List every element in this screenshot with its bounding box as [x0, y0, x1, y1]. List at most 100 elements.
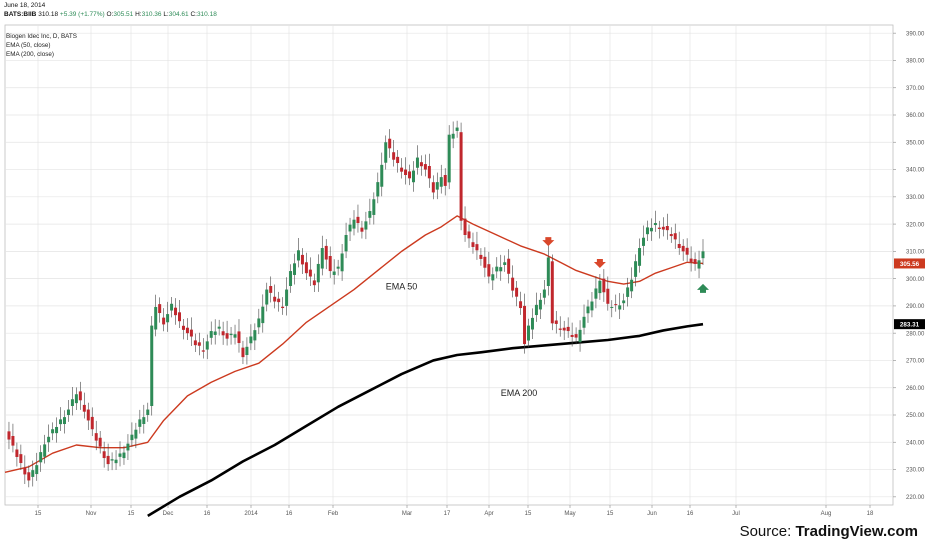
candle-body [261, 306, 265, 324]
candle-body [519, 301, 523, 309]
candle-body [245, 346, 249, 355]
candle-body [257, 318, 261, 328]
candle-body [138, 419, 142, 427]
candle-body [626, 287, 630, 297]
candle-body [166, 314, 170, 323]
candle-body [638, 248, 642, 266]
candle-body [677, 244, 681, 249]
last-price: 310.18 [38, 11, 59, 18]
candle-body [146, 409, 150, 415]
price-label-box [894, 319, 925, 330]
sell-arrow-icon [593, 259, 606, 268]
candle-body [427, 166, 431, 179]
candle-body [277, 298, 281, 303]
candle-body [392, 152, 396, 160]
candle-body [574, 334, 578, 338]
candle-body [384, 142, 388, 163]
candle-body [273, 296, 277, 302]
candle-body [499, 267, 503, 272]
x-tick-label: 17 [444, 511, 451, 517]
candle-body [62, 417, 66, 424]
ema200-line [147, 322, 704, 518]
candle-body [372, 199, 376, 215]
candle-body [645, 227, 649, 235]
plot-area: EMA 50 EMA 200 220.00 230.00 240.00 250.00 26… [4, 24, 925, 518]
legend-ema50: EMA (50, close) [6, 42, 51, 49]
plot-frame [4, 24, 894, 506]
candle-body [312, 280, 316, 286]
x-tick-label: 16 [286, 511, 293, 517]
candle-body [348, 224, 352, 232]
candle-body [293, 263, 297, 275]
open-value: 305.51 [113, 11, 134, 18]
candle-body [479, 254, 483, 259]
y-tick-label: 270.00 [906, 359, 925, 365]
candle-body [530, 317, 534, 330]
candle-body [570, 334, 574, 337]
x-tick-label: May [564, 511, 575, 517]
candle-body [610, 306, 614, 308]
candle-body [324, 245, 328, 260]
candle-body [7, 431, 11, 440]
candle-body [289, 271, 293, 286]
x-tick-label: 15 [607, 511, 614, 517]
candle-body [550, 261, 554, 324]
price-label-text: 283.31 [900, 321, 920, 328]
candle-body [269, 286, 273, 293]
candle-body [285, 289, 289, 306]
y-tick-label: 310.00 [906, 250, 925, 256]
candle-body [86, 409, 90, 421]
candle-body [94, 433, 98, 441]
candle-body [59, 419, 63, 425]
candle-body [15, 449, 19, 457]
candle-body [665, 226, 669, 231]
y-tick-label: 250.00 [906, 413, 925, 419]
candle-body [233, 334, 237, 338]
candle-body [265, 289, 269, 305]
candle-body [11, 436, 15, 446]
candle-body [70, 399, 74, 406]
x-tick-label: 15 [35, 511, 42, 517]
candle-body [23, 467, 27, 475]
candle-body [43, 444, 47, 457]
candle-body [594, 288, 598, 299]
candle-body [396, 156, 400, 164]
candle-body [114, 459, 118, 464]
candle-body [475, 244, 479, 251]
x-tick-label: Mar [402, 511, 412, 517]
candle-body [340, 253, 344, 272]
candle-body [201, 350, 205, 352]
candle-body [209, 331, 213, 338]
x-tick-label: Dec [163, 511, 174, 517]
ema-annotation: EMA 50 [386, 282, 418, 292]
candle-body [102, 451, 106, 459]
candle-body [336, 266, 340, 269]
candle-body [344, 235, 348, 252]
candle-body [673, 233, 677, 240]
candle-body [300, 254, 304, 265]
y-tick-label: 300.00 [906, 277, 925, 283]
candle-body [360, 227, 364, 232]
candle-body [689, 258, 693, 262]
candle-body [511, 277, 515, 291]
candle-body [669, 234, 673, 237]
candle-body [154, 306, 158, 330]
candle-body [487, 264, 491, 277]
candle-body [558, 328, 562, 330]
price-label-text: 305.56 [900, 261, 920, 268]
low-label: L: [163, 11, 169, 18]
symbol-label: BATS:BIIB [4, 11, 37, 18]
price-label-box [894, 258, 925, 269]
candle-body [364, 221, 368, 230]
candle-body [304, 262, 308, 274]
candle-body [193, 340, 197, 346]
open-label: O: [106, 11, 114, 18]
candle-body [78, 391, 82, 401]
candle-body [681, 245, 685, 252]
low-value: 304.61 [168, 11, 189, 18]
candle-body [74, 394, 78, 404]
candle-body [221, 331, 225, 336]
candle-body [388, 138, 392, 149]
candle-body [503, 262, 507, 265]
